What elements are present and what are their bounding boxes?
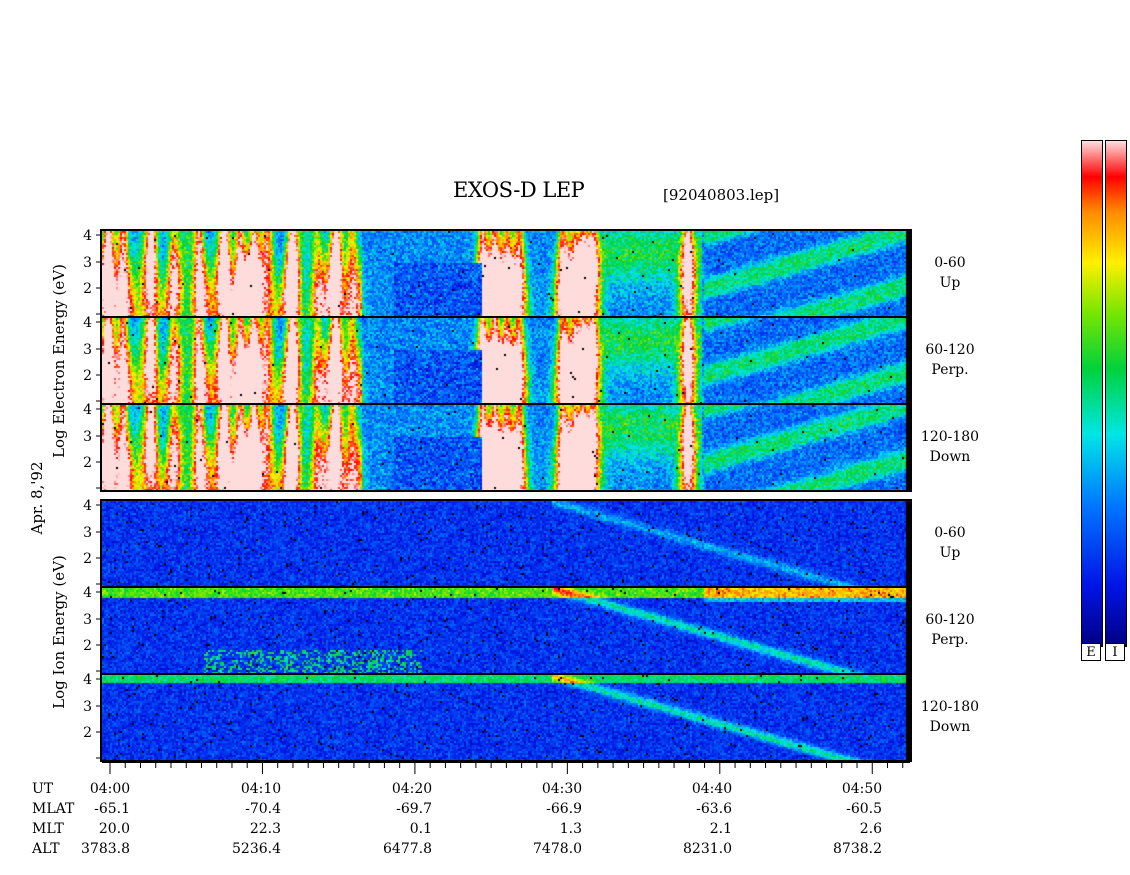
x-tick-label: 04:40 bbox=[691, 781, 733, 797]
ephemeris-value: 2.1 bbox=[709, 821, 732, 837]
ion-colorbar bbox=[1105, 140, 1127, 647]
x-tick-label: 04:10 bbox=[240, 781, 282, 797]
ephemeris-value: -65.1 bbox=[94, 801, 130, 817]
y-tick-label: 4 bbox=[83, 402, 92, 418]
pitch-direction: Down bbox=[929, 719, 971, 735]
spectrogram-electron-up bbox=[102, 231, 910, 317]
chart-title: EXOS-D LEP bbox=[453, 178, 585, 202]
y-tick-label: 2 bbox=[83, 725, 92, 741]
x-tick-label: 04:50 bbox=[841, 781, 883, 797]
spectrogram-electron-perp bbox=[102, 318, 910, 404]
panel-angle-label: 60-120 Perp. bbox=[915, 340, 985, 380]
y-tick-label: 3 bbox=[83, 255, 92, 271]
electron-colorbar bbox=[1081, 140, 1103, 647]
electron-colorbar-letter: E bbox=[1081, 643, 1101, 661]
file-name: [92040803.lep] bbox=[663, 186, 780, 204]
ephemeris-value: 2.6 bbox=[859, 821, 882, 837]
pitch-angle-range: 0-60 bbox=[934, 255, 966, 271]
ephemeris-row-label: MLAT bbox=[32, 801, 75, 817]
ephemeris-row-label: UT bbox=[32, 781, 54, 797]
y-tick-label: 2 bbox=[83, 638, 92, 654]
y-tick-label: 4 bbox=[83, 228, 92, 244]
ephemeris-value: -63.6 bbox=[696, 801, 732, 817]
x-tick-label: 04:20 bbox=[391, 781, 433, 797]
ion-colorbar-letter: I bbox=[1105, 643, 1125, 661]
ephemeris-row-label: ALT bbox=[32, 841, 60, 857]
spectrogram-ion-up bbox=[102, 501, 910, 587]
y-tick-label: 3 bbox=[83, 699, 92, 715]
ephemeris-value: 0.1 bbox=[409, 821, 432, 837]
pitch-direction: Perp. bbox=[931, 362, 969, 378]
ephemeris-value: 5236.4 bbox=[232, 841, 281, 857]
ephemeris-value: 20.0 bbox=[98, 821, 130, 837]
y-tick-label: 4 bbox=[83, 672, 92, 688]
pitch-angle-range: 0-60 bbox=[934, 525, 966, 541]
y-tick-label: 2 bbox=[83, 455, 92, 471]
panel-angle-label: 0-60 Up bbox=[915, 523, 985, 563]
spectrogram-ion-perp bbox=[102, 588, 910, 674]
pitch-angle-range: 120-180 bbox=[920, 699, 980, 715]
ephemeris-value: 1.3 bbox=[559, 821, 582, 837]
y-tick-label: 4 bbox=[83, 315, 92, 331]
pitch-direction: Up bbox=[939, 275, 961, 291]
x-tick-label: 04:30 bbox=[541, 781, 583, 797]
panel-angle-label: 120-180 Down bbox=[915, 697, 985, 737]
panel-angle-label: 60-120 Perp. bbox=[915, 610, 985, 650]
ephemeris-value: 7478.0 bbox=[533, 841, 582, 857]
y-tick-label: 3 bbox=[83, 429, 92, 445]
x-tick-label: 04:00 bbox=[89, 781, 131, 797]
y-tick-label: 2 bbox=[83, 368, 92, 384]
pitch-angle-range: 120-180 bbox=[920, 429, 980, 445]
y-tick-label: 3 bbox=[83, 342, 92, 358]
spectrogram-ion-down bbox=[102, 675, 910, 761]
y-tick-label: 4 bbox=[83, 498, 92, 514]
y-tick-label: 4 bbox=[83, 585, 92, 601]
ephemeris-value: 6477.8 bbox=[383, 841, 432, 857]
ephemeris-value: -69.7 bbox=[396, 801, 432, 817]
ephemeris-row-label: MLT bbox=[32, 821, 64, 837]
pitch-direction: Up bbox=[939, 545, 961, 561]
panel-angle-label: 0-60 Up bbox=[915, 253, 985, 293]
y-tick-label: 3 bbox=[83, 525, 92, 541]
ephemeris-value: 3783.8 bbox=[81, 841, 130, 857]
pitch-direction: Down bbox=[929, 449, 971, 465]
spectrogram-electron-down bbox=[102, 405, 910, 491]
ephemeris-value: -66.9 bbox=[546, 801, 582, 817]
ephemeris-value: 22.3 bbox=[249, 821, 281, 837]
ephemeris-value: -70.4 bbox=[245, 801, 281, 817]
ephemeris-value: -60.5 bbox=[846, 801, 882, 817]
pitch-angle-range: 60-120 bbox=[925, 612, 975, 628]
y-tick-label: 2 bbox=[83, 281, 92, 297]
ephemeris-value: 8231.0 bbox=[683, 841, 732, 857]
panel-angle-label: 120-180 Down bbox=[915, 427, 985, 467]
pitch-direction: Perp. bbox=[931, 632, 969, 648]
y-tick-label: 3 bbox=[83, 612, 92, 628]
pitch-angle-range: 60-120 bbox=[925, 342, 975, 358]
y-tick-label: 2 bbox=[83, 551, 92, 567]
ephemeris-value: 8738.2 bbox=[833, 841, 882, 857]
